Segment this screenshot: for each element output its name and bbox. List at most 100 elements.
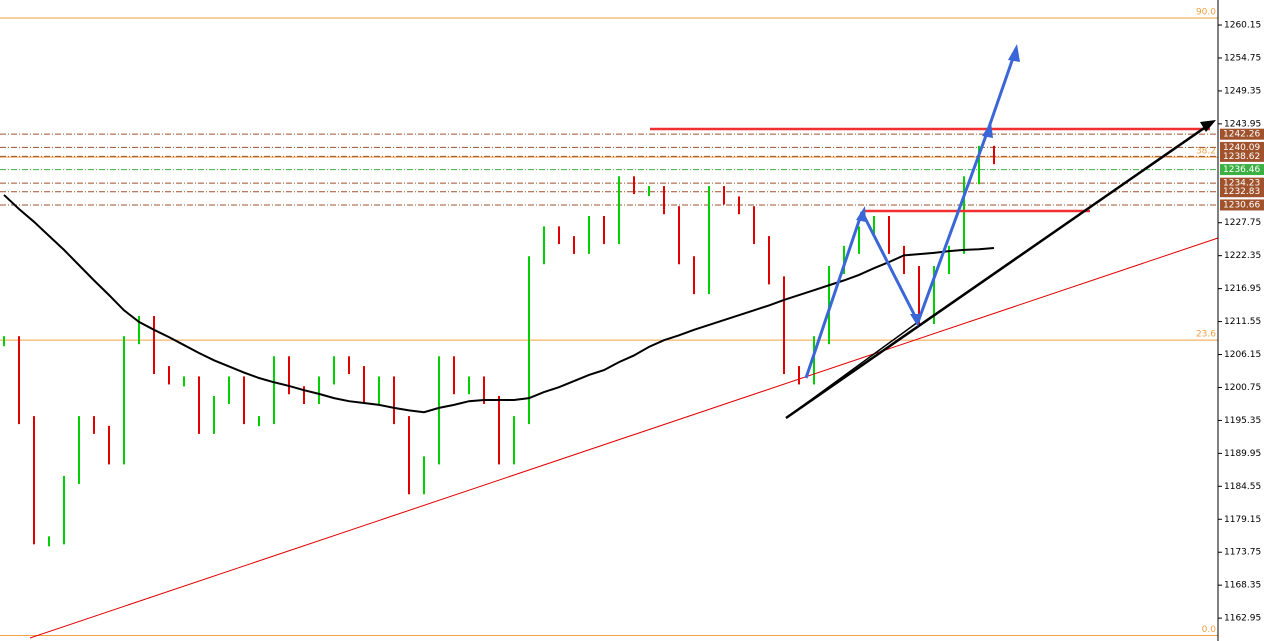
price-bar (138, 316, 140, 345)
fib-label: 0.0 (1202, 625, 1217, 635)
price-label-box (1220, 141, 1264, 153)
price-bar (528, 256, 530, 425)
price-bar (918, 266, 920, 325)
price-bar (948, 245, 950, 275)
y-tick-label: 1216.95 (1224, 284, 1261, 294)
price-bar (513, 416, 515, 465)
price-bar (93, 416, 95, 434)
price-bar (993, 145, 995, 165)
y-tick-label: 1227.75 (1224, 218, 1261, 228)
price-bar (123, 336, 125, 465)
price-bar (903, 245, 905, 275)
price-bar (198, 376, 200, 434)
price-label: 1238.62 (1223, 152, 1260, 162)
black-trend (785, 122, 1211, 420)
price-label-box (1220, 199, 1264, 211)
price-bar (498, 395, 500, 465)
price-bar (828, 266, 830, 345)
price-bar (213, 395, 215, 434)
trend-line (29, 237, 1219, 639)
price-label-box (1220, 177, 1264, 189)
price-bar (348, 356, 350, 375)
arrow-head (910, 314, 921, 327)
levels: 90.0 38.2 23.6 0.0 (0, 8, 1218, 637)
y-tick-label: 1260.15 (1224, 21, 1261, 31)
price-bar (378, 376, 380, 404)
price-bar (873, 215, 875, 235)
y-tick-label: 1206.15 (1224, 350, 1261, 360)
arrow-head (856, 206, 866, 222)
price-bar (183, 376, 185, 387)
y-tick-label: 1249.35 (1224, 86, 1261, 96)
y-tick-label: 1222.35 (1224, 251, 1261, 261)
fib-label: 23.6 (1196, 330, 1216, 340)
price-bar (423, 456, 425, 495)
price-bar (753, 206, 755, 245)
price-bar (978, 145, 980, 185)
price-bar (843, 245, 845, 275)
price-bar (933, 266, 935, 325)
y-tick-label: 1195.35 (1224, 416, 1261, 426)
price-bar (588, 215, 590, 254)
y-tick-label: 1200.75 (1224, 383, 1261, 393)
price-bar (3, 336, 5, 347)
moving-average (3, 194, 995, 414)
price-label-box (1220, 150, 1264, 162)
price-bar (18, 336, 20, 425)
blue-leg (916, 129, 990, 323)
price-label-box (1220, 164, 1264, 176)
price-label-box (1220, 128, 1264, 140)
price-bar (168, 366, 170, 385)
price-bar (363, 366, 365, 404)
price-bar (768, 236, 770, 285)
fib-label: 38.2 (1196, 147, 1216, 157)
y-tick-label: 1173.75 (1224, 548, 1261, 558)
arrow-head (1200, 120, 1216, 132)
arrow-head (982, 122, 993, 138)
price-bar (543, 226, 545, 265)
price-bar (78, 416, 80, 484)
y-tick-label: 1254.75 (1224, 53, 1261, 63)
price-bar (108, 425, 110, 465)
black-trend (785, 321, 919, 419)
y-tick-label: 1243.95 (1224, 119, 1261, 129)
y-tick-label: 1168.35 (1224, 581, 1261, 591)
fib-label: 90.0 (1196, 8, 1216, 18)
price-bar (243, 376, 245, 425)
price-bar (438, 356, 440, 465)
price-bar (228, 376, 230, 404)
axis: 1260.15 1254.75 1249.35 1243.95 1227.75 1222.… (1218, 21, 1264, 624)
price-bar (618, 176, 620, 245)
price-bar (603, 215, 605, 245)
price-bar (558, 226, 560, 245)
price-bar (813, 336, 815, 385)
price-bar (723, 186, 725, 205)
price-bar (393, 376, 395, 425)
price-bar (858, 226, 860, 254)
blue-leg (804, 211, 864, 379)
price-bar (48, 536, 50, 547)
price-bar (468, 376, 470, 395)
plot (3, 145, 995, 547)
price-bar (663, 186, 665, 215)
price-bar (798, 366, 800, 385)
price-bar (63, 475, 65, 545)
price-bar (693, 256, 695, 295)
price-label: 1234.23 (1223, 179, 1260, 189)
y-tick-label: 1211.55 (1224, 317, 1261, 327)
price-bar (963, 176, 965, 254)
price-bar (783, 276, 785, 375)
price-label: 1240.09 (1223, 143, 1260, 153)
price-bar (318, 376, 320, 404)
price-bar (678, 206, 680, 265)
price-bar (273, 356, 275, 425)
price-label: 1242.26 (1223, 130, 1260, 140)
y-tick-label: 1189.95 (1224, 449, 1261, 459)
price-bar (33, 416, 35, 545)
price-bar (738, 196, 740, 215)
price-bar (648, 186, 650, 197)
price-bar (258, 416, 260, 427)
price-bar (888, 215, 890, 254)
